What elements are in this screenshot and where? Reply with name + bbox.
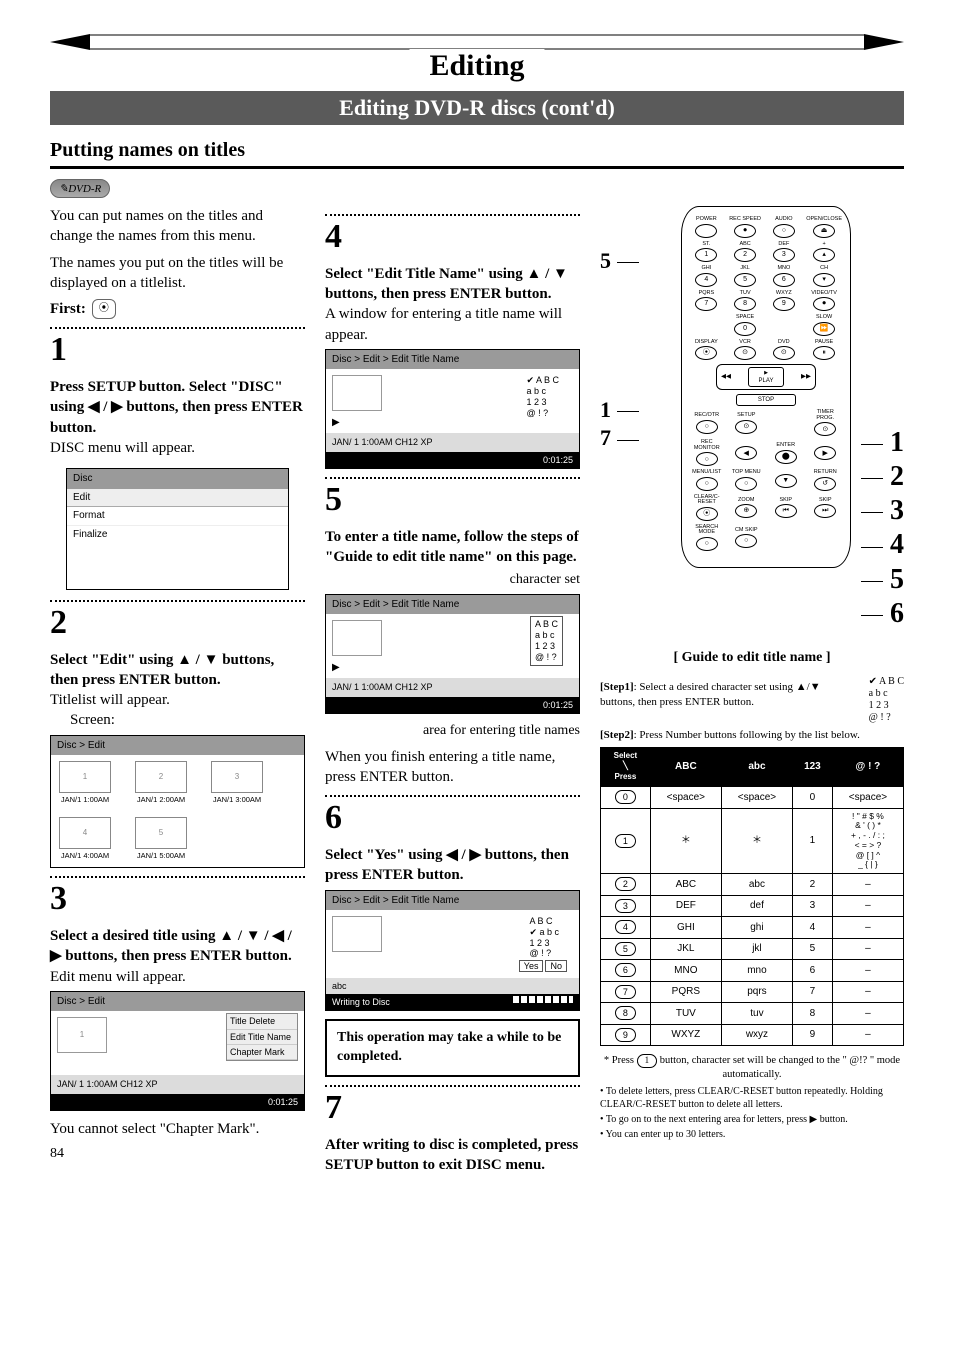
title-thumb: 2JAN/1 2:00AM (135, 761, 187, 805)
step2-body: Titlelist will appear. (50, 690, 305, 710)
guide-charset: A B C a b c 1 2 3 @ ! ? (869, 676, 904, 724)
sub-banner: Editing DVD-R discs (cont'd) (50, 91, 904, 125)
step-number-6: 6 (325, 795, 580, 841)
step-number-2: 2 (50, 600, 305, 646)
table-row: 3DEFdef3– (601, 895, 904, 917)
disc-menu-title: Disc (67, 469, 288, 489)
step6-heading: Select "Yes" using ◀ / ▶ buttons, then p… (325, 847, 569, 883)
guide-title: [ Guide to edit title name ] (600, 649, 904, 668)
step5-body: When you finish entering a title name, p… (325, 747, 580, 788)
step4-heading: Select "Edit Title Name" using ▲ / ▼ but… (325, 266, 568, 302)
edit-menu-title: Disc > Edit (51, 992, 304, 1012)
first-label: First: (50, 299, 86, 319)
title-thumb: 3JAN/1 3:00AM (211, 761, 263, 805)
table-row: 4GHIghi4– (601, 917, 904, 939)
dvd-r-badge: ✎DVD-R (50, 179, 110, 198)
footnote-1: * Press 1 button, character set will be … (600, 1054, 904, 1081)
disc-menu-screen: Disc Edit Format Finalize (66, 468, 289, 590)
edit-title-screen-1: Disc > Edit > Edit Title Name A B C a b … (325, 349, 580, 469)
guide-step1: [Step1]: [Step1]: Select a desired chara… (600, 680, 853, 710)
titlelist-screen: Disc > Edit 1JAN/1 1:00AM 2JAN/1 2:00AM … (50, 735, 305, 869)
step4-body: A window for entering a title name will … (325, 304, 580, 345)
section-heading: Putting names on titles (50, 139, 904, 169)
step7-heading: After writing to disc is completed, pres… (325, 1137, 578, 1173)
tip-1: • To delete letters, press CLEAR/C-RESET… (600, 1085, 904, 1111)
column-1: You can put names on the titles and chan… (50, 206, 305, 1175)
step1-heading: Press SETUP button. Select "DISC" using … (50, 379, 303, 436)
screen-title: Disc > Edit > Edit Title Name (326, 350, 579, 370)
remote-control: POWER REC SPEED⏺ AUDIO○ OPEN/CLOSE⏏ ST.1… (681, 206, 851, 568)
guide-step2: [Step2]: Press Number buttons following … (600, 728, 904, 743)
completion-note: This operation may take a while to be co… (325, 1019, 580, 1077)
disc-menu-item: Finalize (67, 526, 288, 544)
step-number-7: 7 (325, 1085, 580, 1131)
area-label: area for entering title names (325, 722, 580, 741)
disc-menu-item: Format (67, 507, 288, 526)
step1-body: DISC menu will appear. (50, 438, 305, 458)
step3-heading: Select a desired title using ▲ / ▼ / ◀ /… (50, 928, 292, 964)
step2-heading: Select "Edit" using ▲ / ▼ buttons, then … (50, 652, 274, 688)
page-title: Editing (409, 49, 544, 83)
disc-icon: ⦿ (92, 299, 116, 319)
table-row: 9WXYZwxyz9– (601, 1024, 904, 1046)
character-table: Select╲Press ABC abc 123 @ ! ? 0<space><… (600, 747, 904, 1046)
edit-title-screen-2: Disc > Edit > Edit Title Name A B C a b … (325, 594, 580, 714)
screen-title: Disc > Edit > Edit Title Name (326, 891, 579, 911)
table-row: 6MNOmno6– (601, 960, 904, 982)
edit-menu-screen: Disc > Edit 1 Title Delete Edit Title Na… (50, 991, 305, 1111)
column-2: 4 Select "Edit Title Name" using ▲ / ▼ b… (325, 206, 580, 1175)
step-number-5: 5 (325, 477, 580, 523)
tip-3: • You can enter up to 30 letters. (600, 1128, 904, 1141)
table-row: 8TUVtuv8– (601, 1003, 904, 1025)
step-number-3: 3 (50, 876, 305, 922)
remote-play-plate: ◀◀ ▶PLAY ▶▶ (716, 364, 816, 390)
table-row: 0<space><space>0<space> (601, 787, 904, 809)
remote-pointers-right: 1 2 3 4 5 6 (861, 426, 904, 631)
disc-menu-item: Edit (67, 489, 288, 508)
edit-menu-list: Title Delete Edit Title Name Chapter Mar… (226, 1013, 298, 1060)
intro-text-1: You can put names on the titles and chan… (50, 206, 305, 247)
tip-2: • To go on to the next entering area for… (600, 1113, 904, 1126)
step-number-4: 4 (325, 214, 580, 260)
table-row: 2ABCabc2– (601, 874, 904, 896)
step5-heading: To enter a title name, follow the steps … (325, 529, 579, 565)
title-thumb: 1JAN/1 1:00AM (59, 761, 111, 805)
charset-label: character set (325, 571, 580, 590)
title-thumb: 4JAN/1 4:00AM (59, 817, 111, 861)
page-number: 84 (50, 1145, 305, 1164)
table-row: 5JKLjkl5– (601, 938, 904, 960)
table-row: 1＊＊1! " # $ % & ' ( ) * + , - . / : ; < … (601, 808, 904, 874)
step3-note: You cannot select "Chapter Mark". (50, 1119, 305, 1139)
remote-pointers-left: 5 1 7 (600, 246, 639, 453)
column-3: 5 1 7 POWER REC SPEED⏺ AUDIO○ OPEN/CLOSE… (600, 206, 904, 1175)
edit-title-screen-3: Disc > Edit > Edit Title Name A B C a b … (325, 890, 580, 1012)
titlelist-title: Disc > Edit (51, 736, 304, 756)
screen-label: Screen: (70, 710, 305, 730)
step-number-1: 1 (50, 327, 305, 373)
step3-body: Edit menu will appear. (50, 967, 305, 987)
table-row: 7PQRSpqrs7– (601, 981, 904, 1003)
intro-text-2: The names you put on the titles will be … (50, 253, 305, 294)
screen-title: Disc > Edit > Edit Title Name (326, 595, 579, 615)
title-thumb: 5JAN/1 5:00AM (135, 817, 187, 861)
